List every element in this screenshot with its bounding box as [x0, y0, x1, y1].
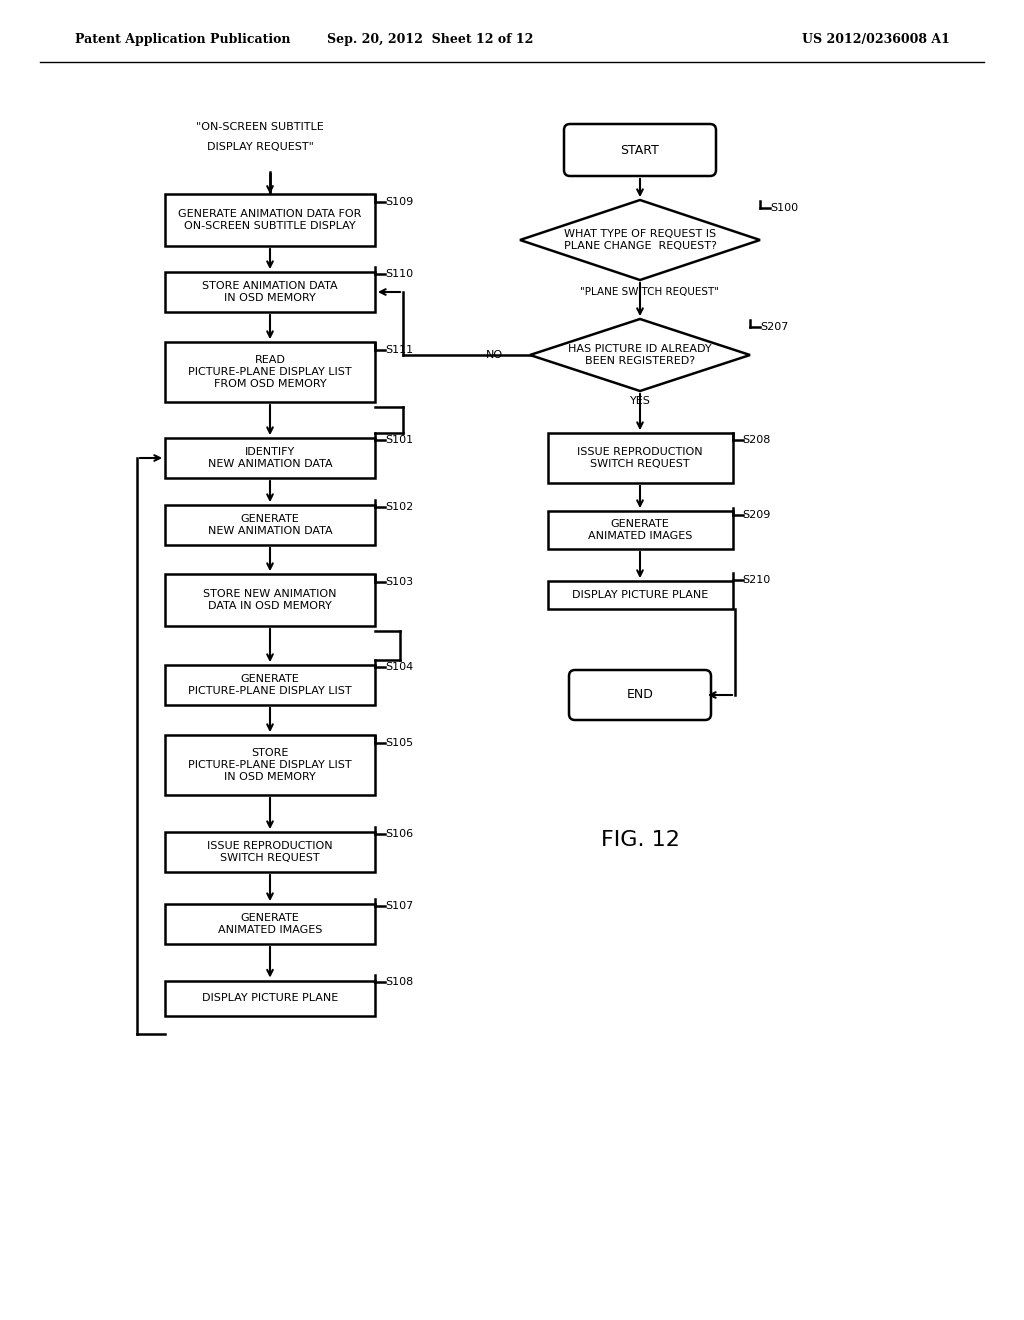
Bar: [165, 438, 375, 478]
Bar: [165, 665, 375, 705]
FancyBboxPatch shape: [564, 124, 716, 176]
Text: S102: S102: [385, 502, 414, 512]
FancyBboxPatch shape: [569, 671, 711, 719]
Text: S108: S108: [385, 977, 414, 987]
Bar: [165, 342, 375, 403]
Polygon shape: [530, 319, 750, 391]
Text: STORE
PICTURE-PLANE DISPLAY LIST
IN OSD MEMORY: STORE PICTURE-PLANE DISPLAY LIST IN OSD …: [188, 748, 352, 781]
Text: S209: S209: [742, 510, 771, 520]
Text: READ
PICTURE-PLANE DISPLAY LIST
FROM OSD MEMORY: READ PICTURE-PLANE DISPLAY LIST FROM OSD…: [188, 355, 352, 388]
Text: STORE NEW ANIMATION
DATA IN OSD MEMORY: STORE NEW ANIMATION DATA IN OSD MEMORY: [203, 589, 337, 611]
Bar: [548, 581, 732, 609]
Text: GENERATE ANIMATION DATA FOR
ON-SCREEN SUBTITLE DISPLAY: GENERATE ANIMATION DATA FOR ON-SCREEN SU…: [178, 209, 361, 231]
Text: NO: NO: [485, 350, 503, 360]
Text: S101: S101: [385, 436, 413, 445]
Text: YES: YES: [630, 396, 650, 407]
Text: S104: S104: [385, 663, 414, 672]
Bar: [165, 735, 375, 795]
Text: DISPLAY PICTURE PLANE: DISPLAY PICTURE PLANE: [202, 993, 338, 1003]
Text: DISPLAY PICTURE PLANE: DISPLAY PICTURE PLANE: [571, 590, 709, 601]
Text: END: END: [627, 689, 653, 701]
Bar: [548, 511, 732, 549]
Text: FIG. 12: FIG. 12: [600, 830, 680, 850]
Text: S111: S111: [385, 345, 413, 355]
Polygon shape: [520, 201, 760, 280]
Text: ISSUE REPRODUCTION
SWITCH REQUEST: ISSUE REPRODUCTION SWITCH REQUEST: [578, 447, 702, 469]
Text: S100: S100: [770, 203, 798, 213]
Text: US 2012/0236008 A1: US 2012/0236008 A1: [802, 33, 950, 46]
Bar: [165, 272, 375, 312]
Bar: [165, 904, 375, 944]
Text: S106: S106: [385, 829, 413, 840]
Text: Patent Application Publication: Patent Application Publication: [75, 33, 291, 46]
Text: DISPLAY REQUEST": DISPLAY REQUEST": [207, 143, 313, 152]
Text: S208: S208: [742, 436, 771, 445]
Bar: [165, 194, 375, 246]
Bar: [165, 506, 375, 545]
Text: GENERATE
ANIMATED IMAGES: GENERATE ANIMATED IMAGES: [588, 519, 692, 541]
Text: STORE ANIMATION DATA
IN OSD MEMORY: STORE ANIMATION DATA IN OSD MEMORY: [202, 281, 338, 302]
Bar: [548, 433, 732, 483]
Text: START: START: [621, 144, 659, 157]
Text: S107: S107: [385, 902, 414, 911]
Text: ISSUE REPRODUCTION
SWITCH REQUEST: ISSUE REPRODUCTION SWITCH REQUEST: [207, 841, 333, 863]
Text: Sep. 20, 2012  Sheet 12 of 12: Sep. 20, 2012 Sheet 12 of 12: [327, 33, 534, 46]
Bar: [165, 832, 375, 873]
Text: WHAT TYPE OF REQUEST IS
PLANE CHANGE  REQUEST?: WHAT TYPE OF REQUEST IS PLANE CHANGE REQ…: [563, 230, 717, 251]
Text: S210: S210: [742, 576, 771, 585]
Text: S103: S103: [385, 577, 413, 587]
Text: IDENTIFY
NEW ANIMATION DATA: IDENTIFY NEW ANIMATION DATA: [208, 447, 333, 469]
Text: "PLANE SWITCH REQUEST": "PLANE SWITCH REQUEST": [581, 288, 720, 297]
Text: S110: S110: [385, 269, 413, 279]
Bar: [165, 981, 375, 1015]
Bar: [165, 574, 375, 626]
Text: GENERATE
PICTURE-PLANE DISPLAY LIST: GENERATE PICTURE-PLANE DISPLAY LIST: [188, 675, 352, 696]
Text: S105: S105: [385, 738, 413, 748]
Text: GENERATE
ANIMATED IMAGES: GENERATE ANIMATED IMAGES: [218, 913, 323, 935]
Text: S109: S109: [385, 197, 414, 207]
Text: "ON-SCREEN SUBTITLE: "ON-SCREEN SUBTITLE: [197, 121, 324, 132]
Text: HAS PICTURE ID ALREADY
BEEN REGISTERED?: HAS PICTURE ID ALREADY BEEN REGISTERED?: [568, 345, 712, 366]
Text: GENERATE
NEW ANIMATION DATA: GENERATE NEW ANIMATION DATA: [208, 515, 333, 536]
Text: S207: S207: [760, 322, 788, 333]
